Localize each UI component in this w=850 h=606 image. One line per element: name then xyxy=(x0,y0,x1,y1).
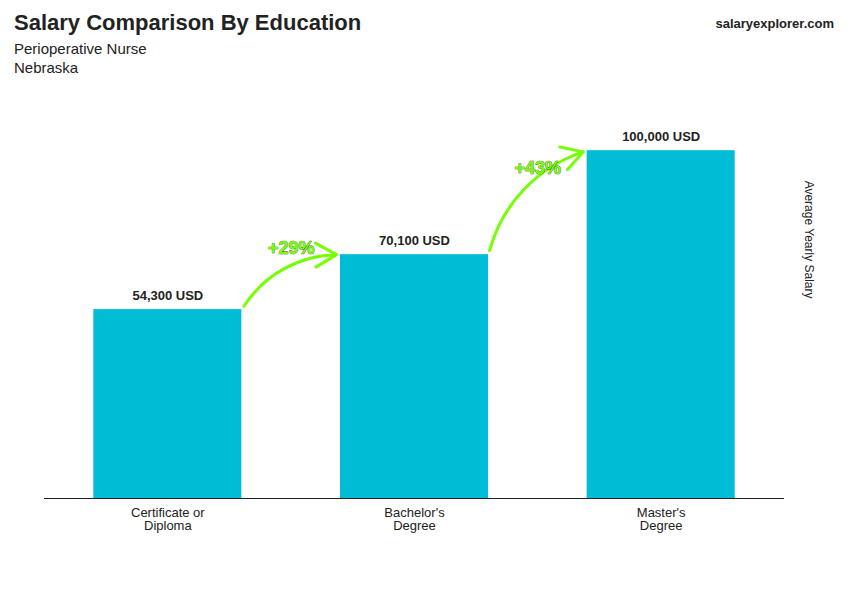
svg-text:Bachelor'sDegree: Bachelor'sDegree xyxy=(384,505,445,533)
svg-text:+43%: +43% xyxy=(515,158,562,178)
html-text:Salary Comparison By Education: Salary Comparison By Education xyxy=(14,10,362,35)
html-text:Perioperative Nurse: Perioperative Nurse xyxy=(14,40,147,57)
svg-text:54,300 USD: 54,300 USD xyxy=(132,288,203,303)
svg-text:Average Yearly Salary: Average Yearly Salary xyxy=(802,181,816,299)
svg-text:+29%: +29% xyxy=(268,238,315,258)
svg-text:Master'sDegree: Master'sDegree xyxy=(637,505,686,533)
svg-text:Certificate orDiploma: Certificate orDiploma xyxy=(131,505,205,533)
svg-text:70,100 USD: 70,100 USD xyxy=(379,233,450,248)
svg-text:100,000 USD: 100,000 USD xyxy=(622,129,700,144)
html-text:salaryexplorer.com: salaryexplorer.com xyxy=(715,16,834,31)
html-text:Nebraska: Nebraska xyxy=(14,59,79,76)
